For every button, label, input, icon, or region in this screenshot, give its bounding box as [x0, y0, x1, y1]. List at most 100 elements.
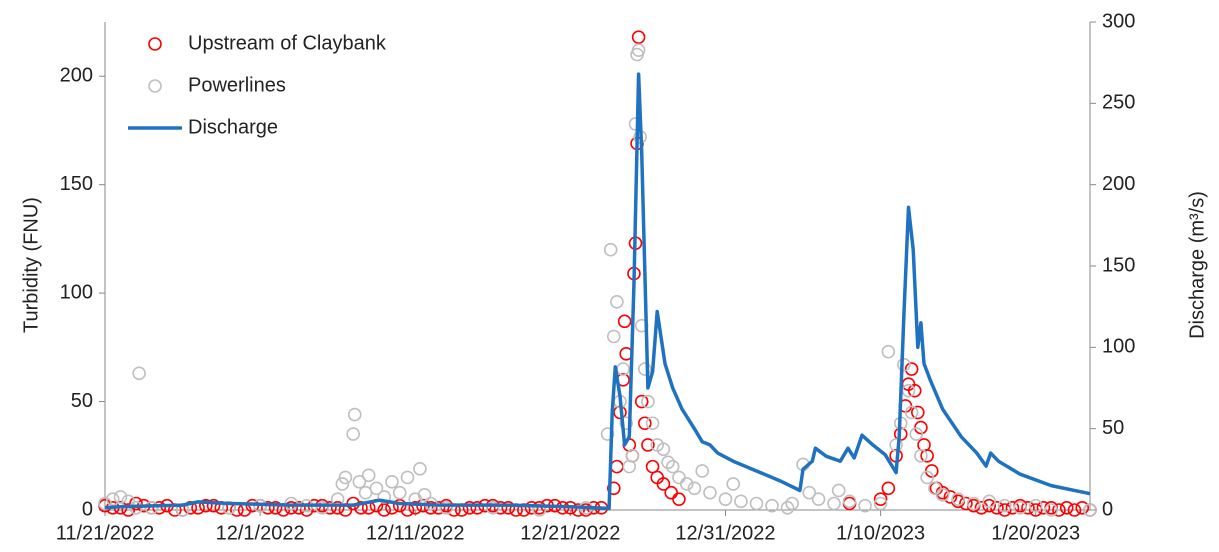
data-point	[982, 498, 996, 513]
data-point	[199, 498, 213, 513]
data-point	[315, 501, 329, 515]
data-point	[493, 501, 508, 515]
data-point	[1075, 501, 1090, 515]
data-point	[385, 475, 399, 489]
data-point	[268, 501, 283, 515]
data-point	[485, 501, 500, 515]
data-point	[943, 490, 958, 504]
data-point	[1028, 498, 1043, 513]
data-point	[909, 427, 924, 441]
data-point	[606, 481, 621, 496]
y2-tick-label: 300	[1102, 10, 1135, 32]
legend-marker	[148, 79, 162, 93]
legend-label: Powerlines	[188, 74, 286, 96]
data-point	[532, 503, 547, 517]
data-point	[338, 470, 353, 485]
data-point	[703, 485, 717, 500]
data-point	[1059, 501, 1074, 515]
data-point	[423, 501, 438, 515]
x-tick-label: 1/10/2023	[836, 522, 925, 544]
data-point	[785, 496, 799, 511]
data-point	[656, 477, 671, 491]
data-point	[571, 503, 585, 517]
data-point	[634, 394, 649, 409]
data-point	[881, 481, 896, 496]
data-point	[842, 494, 857, 509]
data-point	[1021, 501, 1035, 515]
data-point	[408, 501, 423, 515]
discharge-line	[104, 72, 1091, 511]
data-point	[982, 494, 996, 509]
data-point	[431, 501, 446, 515]
data-point	[881, 344, 896, 359]
data-point	[638, 416, 652, 431]
data-point	[346, 427, 360, 441]
data-point	[400, 470, 415, 485]
data-point	[1052, 503, 1066, 517]
data-point	[990, 501, 1004, 515]
data-point	[369, 481, 384, 496]
data-point	[695, 464, 710, 478]
data-point	[1013, 501, 1027, 515]
x-tick-label: 12/1/2022	[216, 522, 305, 544]
data-point	[935, 488, 950, 502]
data-point	[645, 416, 660, 431]
data-point	[113, 490, 128, 504]
data-point	[261, 501, 275, 515]
data-point	[335, 477, 350, 491]
data-point	[501, 501, 516, 515]
data-point	[1028, 503, 1043, 517]
data-point	[631, 30, 646, 44]
y-tick-label: 200	[60, 65, 93, 87]
legend-label: Discharge	[188, 116, 278, 138]
data-point	[152, 501, 167, 515]
legend-label: Upstream of Claybank	[188, 32, 387, 54]
data-point	[625, 448, 640, 463]
data-point	[997, 498, 1012, 513]
data-point	[802, 485, 817, 500]
data-point	[610, 294, 624, 309]
data-point	[361, 468, 376, 483]
x-tick-label: 11/21/2022	[56, 522, 155, 544]
y-tick-label: 0	[82, 498, 93, 520]
y2-tick-label: 0	[1102, 498, 1113, 520]
data-point	[352, 475, 367, 489]
data-point	[462, 501, 477, 515]
x-tick-label: 1/20/2023	[991, 522, 1080, 544]
data-point	[392, 498, 407, 513]
data-point	[330, 501, 345, 515]
data-point	[470, 501, 485, 515]
data-point	[619, 416, 633, 431]
data-point	[831, 483, 846, 498]
data-point	[347, 407, 362, 422]
y-tick-label: 100	[60, 281, 93, 303]
data-point	[1044, 503, 1059, 517]
data-point	[907, 383, 922, 398]
data-point	[914, 448, 928, 463]
data-point	[105, 492, 120, 506]
data-point	[997, 503, 1012, 517]
data-point	[98, 496, 112, 511]
data-point	[734, 494, 748, 509]
data-point	[439, 501, 454, 515]
data-point	[354, 501, 368, 515]
data-point	[631, 43, 646, 57]
y2-axis-title: Discharge (m³/s)	[1186, 191, 1208, 339]
y2-tick-label: 250	[1102, 92, 1135, 114]
data-point	[413, 461, 427, 476]
data-point	[672, 492, 686, 506]
data-point	[641, 394, 655, 409]
data-point	[811, 492, 826, 506]
data-point	[1036, 501, 1051, 515]
data-point	[672, 470, 686, 485]
y2-tick-label: 150	[1102, 254, 1135, 276]
data-point	[904, 405, 919, 420]
data-point	[951, 492, 965, 506]
x-tick-label: 12/21/2022	[520, 522, 620, 544]
x-tick-label: 12/31/2022	[675, 522, 775, 544]
data-point	[827, 496, 841, 511]
data-point	[603, 242, 618, 257]
data-point	[749, 496, 764, 511]
data-point	[687, 481, 702, 496]
